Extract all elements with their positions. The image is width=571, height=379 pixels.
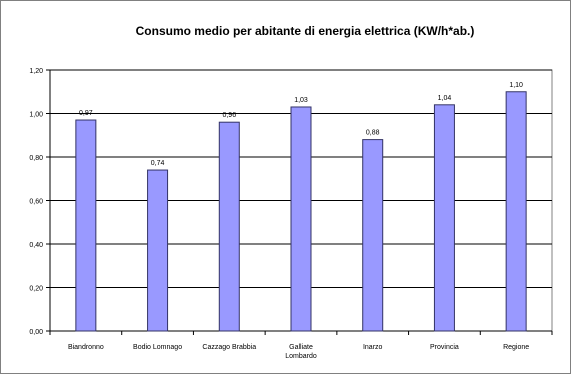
x-tick-label: Bodio Lomnago (133, 344, 182, 351)
x-tick-label: Cazzago Brabbia (202, 344, 256, 351)
x-tick-label: Galliate Lombardo (285, 344, 317, 360)
data-label: 0,88 (366, 130, 380, 137)
data-label: 0,97 (79, 110, 93, 117)
data-label: 1,10 (509, 82, 523, 89)
data-label: 1,04 (438, 95, 452, 102)
bar (147, 169, 169, 332)
bar (218, 121, 240, 332)
bar (75, 119, 97, 332)
y-tick-label: 0,80 (29, 155, 43, 162)
y-tick-label: 0,00 (29, 329, 43, 336)
data-label: 0,96 (222, 112, 236, 119)
y-tick-label: 0,20 (29, 286, 43, 293)
plot-area: 0,00 0,20 0,40 0,60 0,80 1,00 1,20 0,97 Biandron… (29, 68, 553, 360)
y-tick-label: 1,00 (29, 112, 43, 119)
x-tick-label: Regione (503, 344, 529, 351)
y-tick-label: 1,20 (29, 68, 43, 75)
chart-title: Consumo medio per abitante di energia el… (136, 24, 475, 38)
data-label: 0,74 (151, 160, 165, 167)
y-tick-label: 0,40 (29, 242, 43, 249)
bar (290, 106, 312, 332)
bar (433, 104, 455, 332)
x-tick-label: Provincia (430, 344, 459, 351)
bar (362, 139, 384, 332)
y-tick-label: 0,60 (29, 199, 43, 206)
x-tick-label: Inarzo (363, 344, 383, 351)
data-label: 1,03 (294, 97, 308, 104)
x-tick-label: Biandronno (68, 344, 104, 351)
bar (505, 91, 527, 332)
